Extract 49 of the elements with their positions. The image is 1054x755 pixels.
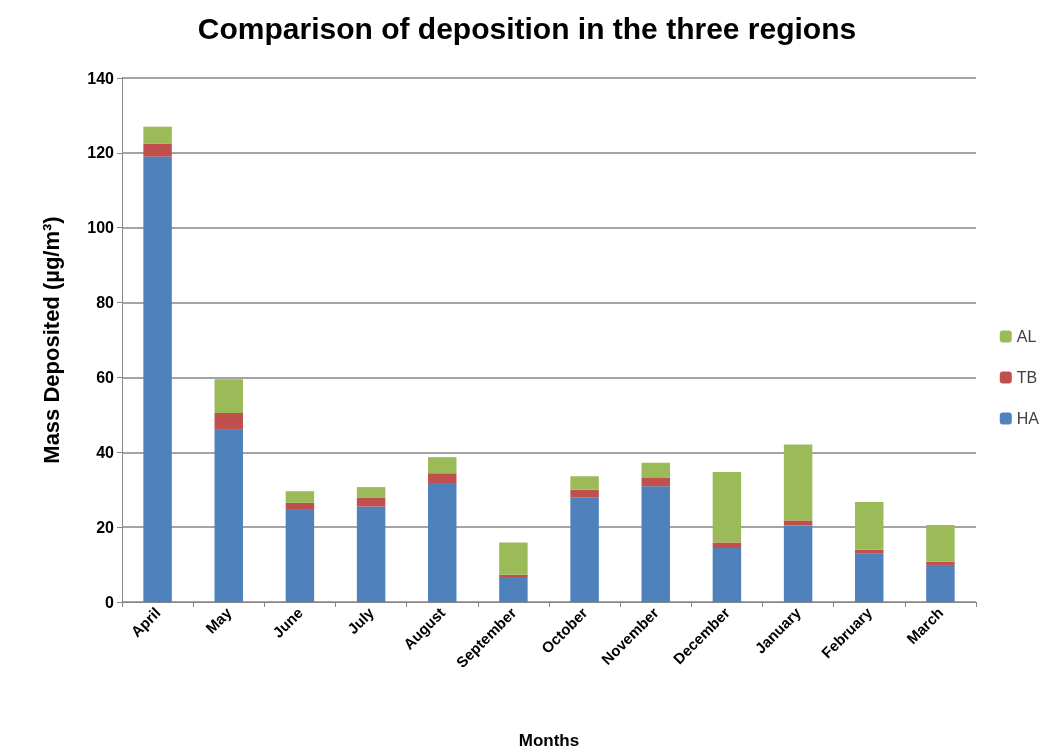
bar [214, 379, 243, 413]
bar [855, 553, 884, 602]
bar [570, 489, 599, 498]
bar [783, 525, 813, 602]
bar [285, 491, 315, 503]
y-tick-label: 0 [105, 593, 115, 611]
bar [855, 502, 884, 550]
y-tick-label: 60 [96, 368, 115, 386]
bar [428, 473, 457, 483]
bar [570, 476, 599, 490]
bar [285, 502, 315, 510]
y-tick-label: 120 [87, 144, 115, 162]
bar [499, 576, 528, 602]
bar [499, 542, 528, 575]
y-tick-label: 40 [96, 443, 115, 461]
legend-label: HA [1016, 410, 1040, 427]
bar [356, 497, 386, 507]
bar [641, 462, 670, 478]
y-tick-label: 100 [87, 219, 115, 237]
bar [712, 542, 742, 549]
bar [428, 457, 457, 474]
bar [926, 561, 955, 565]
bar [712, 548, 742, 602]
bar [926, 564, 955, 602]
y-tick-label: 20 [96, 518, 115, 536]
chart-title: Comparison of deposition in the three regions [197, 11, 857, 45]
bar [356, 506, 386, 602]
bar [214, 429, 243, 602]
legend-label: TB [1016, 369, 1038, 386]
x-axis-title: Months [518, 731, 580, 750]
bar [926, 524, 955, 562]
bar [428, 482, 457, 602]
y-tick-label: 140 [87, 69, 115, 87]
y-tick-label: 80 [96, 294, 115, 312]
y-axis-title: Mass Deposited (µg/m³) [38, 216, 64, 464]
bar [783, 444, 813, 521]
bar [570, 497, 599, 602]
bar [712, 472, 742, 543]
bar [285, 509, 315, 602]
bar [143, 143, 172, 157]
bar [641, 486, 670, 602]
bar [143, 156, 172, 602]
legend-label: AL [1016, 328, 1037, 345]
bar [641, 477, 670, 487]
bar [143, 126, 172, 144]
bar [499, 574, 528, 577]
bar [356, 487, 386, 498]
bar [783, 520, 813, 526]
bar [214, 412, 243, 430]
